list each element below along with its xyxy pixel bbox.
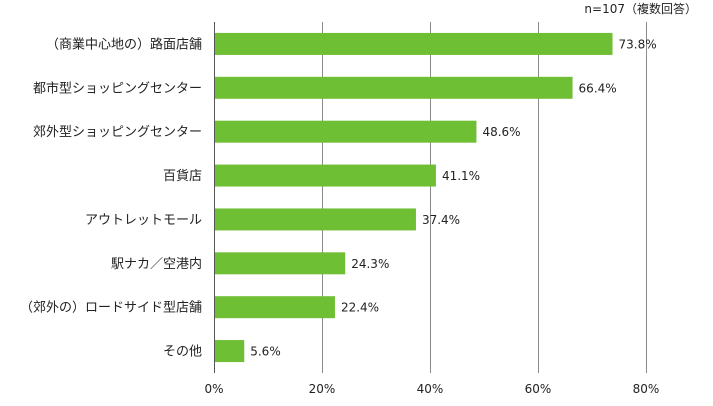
value-label: 48.6% [482,125,520,139]
value-label: 22.4% [341,301,379,315]
category-label: その他 [163,345,202,360]
category-label: （商業中心地の）路面店舗 [46,36,202,52]
value-label: 73.8% [619,37,657,51]
bar [215,208,416,231]
bar [215,120,477,143]
bar [215,296,335,319]
bar [215,340,245,363]
bar [215,252,346,275]
x-tick-label: 0% [204,382,223,396]
value-label: 5.6% [250,345,280,359]
x-tick-label: 40% [417,382,444,396]
category-label: 百貨店 [163,168,202,184]
x-tick-label: 20% [309,382,336,396]
x-tick-label: 60% [525,382,552,396]
x-tick-label: 80% [633,382,660,396]
value-label: 66.4% [579,81,617,95]
category-label: 都市型ショッピングセンター [33,80,202,96]
category-label: （郊外の）ロードサイド型店舗 [20,300,202,316]
category-label: アウトレットモール [85,213,202,228]
bar [215,32,613,55]
value-label: 41.1% [442,169,480,183]
category-label: 郊外型ショッピングセンター [33,124,202,140]
bar [215,164,436,187]
sample-size-note: n=107（複数回答） [584,2,697,16]
category-label: 駅ナカ／空港内 [111,256,202,272]
value-label: 37.4% [422,213,460,227]
bar [215,76,573,99]
value-label: 24.3% [351,257,389,271]
